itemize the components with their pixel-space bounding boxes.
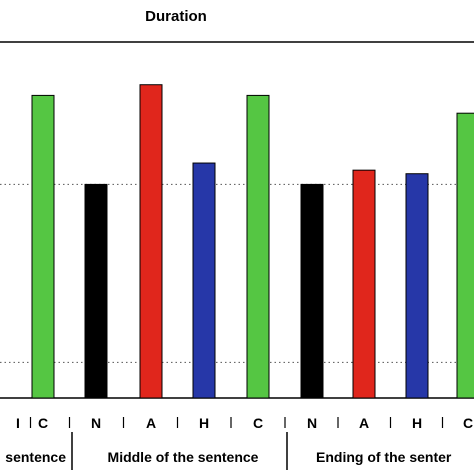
tick-label: H — [199, 415, 209, 431]
tick-label: C — [38, 415, 48, 431]
bar-n — [300, 183, 324, 399]
gridlines — [0, 183, 474, 363]
tick-label: I — [16, 415, 20, 431]
group-labels: sentence Middle of the sentence Ending of … — [5, 432, 452, 470]
bar-c — [456, 112, 474, 399]
group-label: Ending of the senter — [316, 449, 452, 465]
tick-label: A — [146, 415, 156, 431]
bar-a — [139, 84, 163, 399]
chart-title: Duration — [145, 8, 207, 25]
group-label: sentence — [5, 449, 66, 465]
group-label: Middle of the sentence — [108, 449, 259, 465]
tick-label: H — [412, 415, 422, 431]
tick-label: C — [253, 415, 263, 431]
tick-label: C — [463, 415, 473, 431]
bar-h — [192, 162, 216, 399]
bars — [31, 84, 474, 399]
bar-c — [31, 94, 55, 399]
tick-label: N — [91, 415, 101, 431]
bar-c — [246, 94, 270, 399]
bar-h — [405, 173, 429, 399]
tick-label: N — [307, 415, 317, 431]
tick-label: A — [359, 415, 369, 431]
bar-n — [84, 183, 108, 399]
bar-a — [352, 169, 376, 399]
